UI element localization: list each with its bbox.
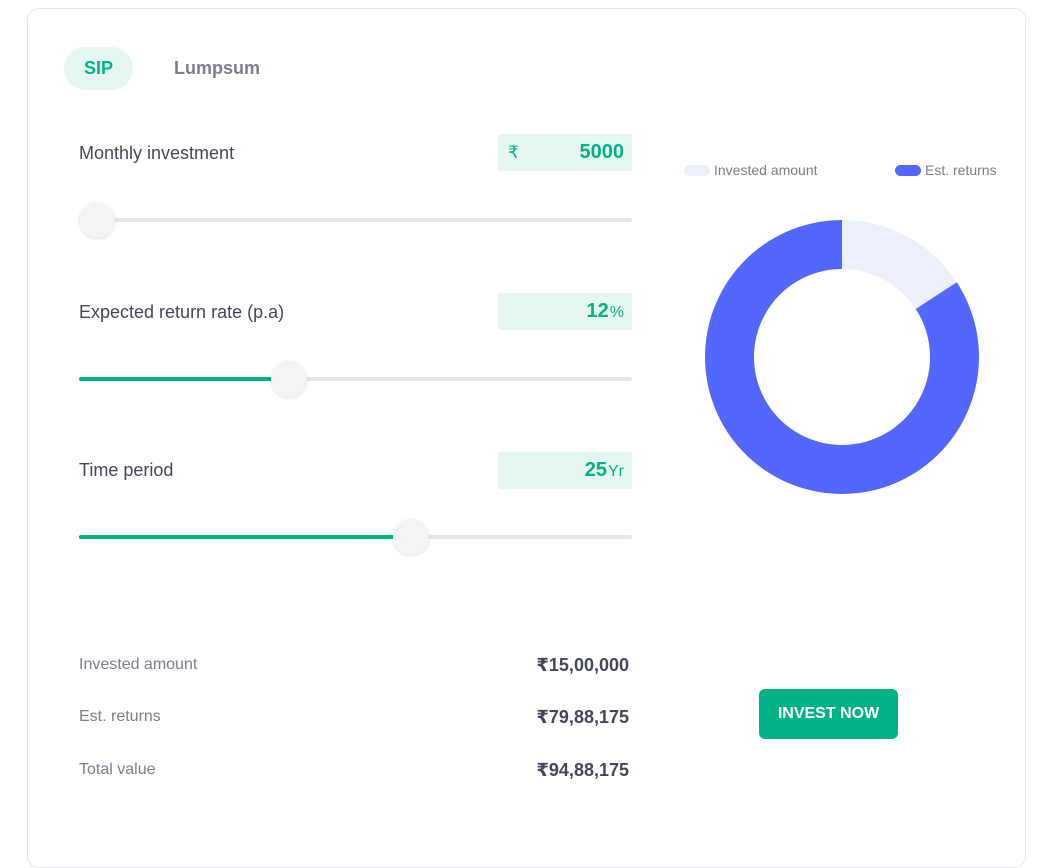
time-period-value: 25 [584, 459, 607, 481]
tab-lumpsum[interactable]: Lumpsum [173, 58, 260, 78]
slider-thumb[interactable] [271, 361, 308, 397]
total-value-label: Total value [79, 761, 156, 778]
time-period-label: Time period [79, 460, 174, 480]
donut-slice-est-returns [705, 220, 979, 494]
rupee-prefix: ₹ [508, 142, 519, 162]
slider-fill [79, 535, 411, 539]
return-rate-label: Expected return rate (p.a) [79, 302, 285, 322]
legend-returns: Est. returns [895, 162, 997, 178]
slider-fill [79, 377, 290, 381]
monthly-investment-label: Monthly investment [79, 143, 235, 163]
monthly-investment-input[interactable]: ₹ 5000 [498, 134, 632, 171]
est-returns-label: Est. returns [79, 708, 161, 725]
percent-unit: % [609, 304, 624, 321]
invested-amount-label: Invested amount [79, 656, 198, 673]
tab-sip[interactable]: SIP [64, 47, 133, 90]
legend-label-returns: Est. returns [925, 162, 997, 178]
return-rate-slider[interactable] [79, 361, 632, 397]
legend-swatch-invested [684, 164, 710, 176]
time-period-slider[interactable] [79, 519, 632, 555]
legend-invested: Invested amount [684, 162, 818, 178]
slider-thumb[interactable] [392, 519, 429, 555]
returns-donut-chart [705, 220, 979, 494]
legend-swatch-returns [895, 164, 921, 176]
invest-now-button[interactable]: INVEST NOW [759, 689, 898, 739]
donut-slice-invested-amount [842, 220, 957, 309]
return-rate-value: 12 [586, 300, 609, 322]
monthly-investment-slider[interactable] [79, 202, 632, 238]
slider-thumb[interactable] [79, 202, 115, 238]
return-rate-input[interactable]: 12% [498, 293, 632, 330]
time-period-input[interactable]: 25 Yr [498, 452, 632, 489]
est-returns-value: ₹79,88,175 [536, 707, 629, 727]
legend-label-invested: Invested amount [714, 162, 818, 178]
year-unit: Yr [608, 463, 624, 480]
monthly-investment-value: 5000 [579, 141, 625, 163]
invested-amount-value: ₹15,00,000 [536, 655, 629, 675]
total-value-value: ₹94,88,175 [536, 760, 629, 780]
